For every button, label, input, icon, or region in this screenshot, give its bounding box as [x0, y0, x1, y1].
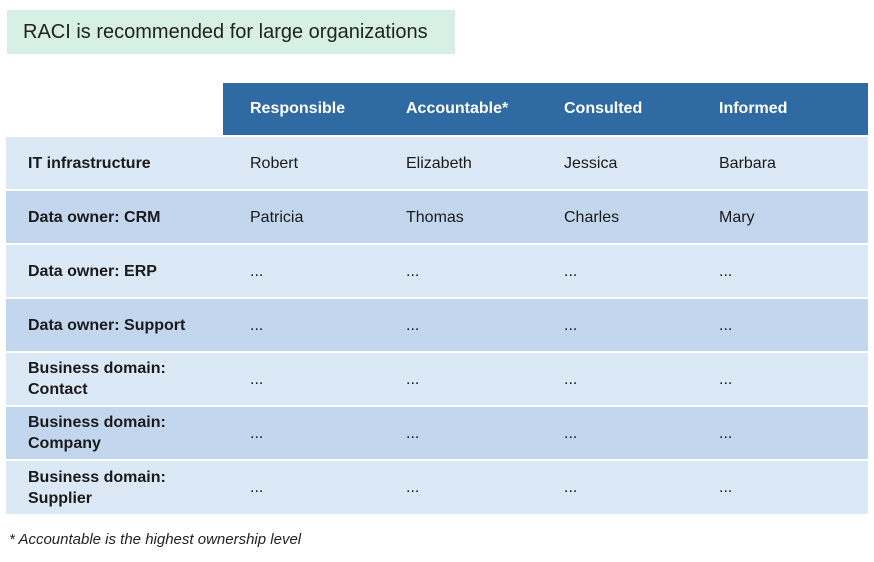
row-label: Data owner: Support: [6, 297, 223, 352]
informed-cell: ...: [692, 297, 868, 352]
raci-table: Responsible Accountable* Consulted Infor…: [6, 83, 868, 514]
table-row: Data owner: ERP ... ... ... ...: [6, 243, 868, 298]
accountable-cell: ...: [379, 243, 537, 298]
table-row: Data owner: Support ... ... ... ...: [6, 297, 868, 352]
responsible-cell: ...: [223, 459, 379, 514]
row-label: IT infrastructure: [6, 135, 223, 190]
row-label: Business domain: Company: [6, 405, 223, 460]
consulted-cell: ...: [537, 405, 692, 460]
responsible-cell: ...: [223, 405, 379, 460]
informed-cell: ...: [692, 351, 868, 406]
footnote: * Accountable is the highest ownership l…: [9, 531, 302, 548]
consulted-cell: ...: [537, 459, 692, 514]
responsible-cell: ...: [223, 243, 379, 298]
banner-text: RACI is recommended for large organizati…: [23, 20, 428, 43]
consulted-cell: ...: [537, 297, 692, 352]
header-responsible: Responsible: [223, 83, 379, 136]
table-header-row: Responsible Accountable* Consulted Infor…: [6, 83, 868, 136]
recommendation-banner: RACI is recommended for large organizati…: [7, 10, 455, 54]
accountable-cell: ...: [379, 459, 537, 514]
consulted-cell: ...: [537, 351, 692, 406]
row-label: Business domain: Contact: [6, 351, 223, 406]
consulted-cell: Charles: [537, 189, 692, 244]
header-consulted: Consulted: [537, 83, 692, 136]
consulted-cell: Jessica: [537, 135, 692, 190]
row-label: Data owner: ERP: [6, 243, 223, 298]
row-label: Data owner: CRM: [6, 189, 223, 244]
table-row: Data owner: CRM Patricia Thomas Charles …: [6, 189, 868, 244]
responsible-cell: Patricia: [223, 189, 379, 244]
accountable-cell: Elizabeth: [379, 135, 537, 190]
informed-cell: Mary: [692, 189, 868, 244]
informed-cell: Barbara: [692, 135, 868, 190]
header-empty-cell: [6, 83, 223, 136]
accountable-cell: Thomas: [379, 189, 537, 244]
consulted-cell: ...: [537, 243, 692, 298]
accountable-cell: ...: [379, 297, 537, 352]
responsible-cell: Robert: [223, 135, 379, 190]
responsible-cell: ...: [223, 351, 379, 406]
header-informed: Informed: [692, 83, 868, 136]
responsible-cell: ...: [223, 297, 379, 352]
table-row: Business domain: Contact ... ... ... ...: [6, 351, 868, 406]
table-row: IT infrastructure Robert Elizabeth Jessi…: [6, 135, 868, 190]
informed-cell: ...: [692, 243, 868, 298]
header-accountable: Accountable*: [379, 83, 537, 136]
informed-cell: ...: [692, 459, 868, 514]
row-label: Business domain: Supplier: [6, 459, 223, 514]
informed-cell: ...: [692, 405, 868, 460]
table-row: Business domain: Company ... ... ... ...: [6, 405, 868, 460]
table-row: Business domain: Supplier ... ... ... ..…: [6, 459, 868, 514]
accountable-cell: ...: [379, 405, 537, 460]
accountable-cell: ...: [379, 351, 537, 406]
